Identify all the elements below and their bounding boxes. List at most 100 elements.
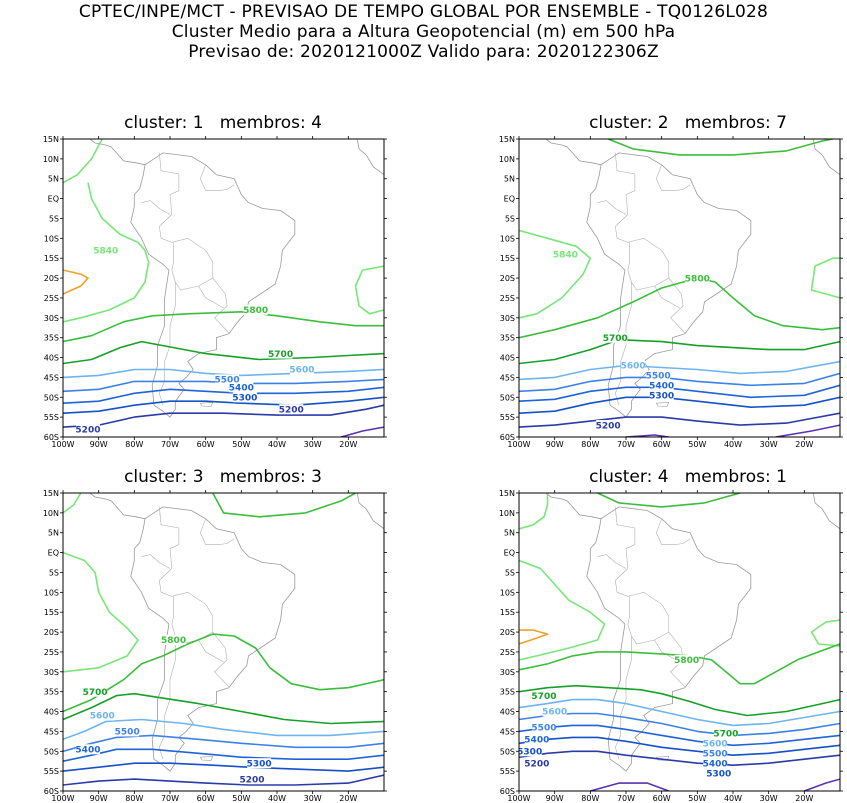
coastline [130, 506, 296, 772]
lat-label: 45S [44, 373, 59, 382]
lat-label: 30S [500, 668, 515, 677]
geopotential-contour [63, 493, 82, 514]
lon-label: 80W [581, 440, 599, 449]
contour-label: 5400 [524, 736, 549, 746]
lon-label: 40W [268, 794, 286, 803]
lon-label: 60W [197, 440, 215, 449]
contour-label: 5400 [649, 382, 674, 392]
lat-label: 10N [499, 509, 515, 518]
lat-label: 35S [500, 688, 515, 697]
geopotential-contour [63, 396, 384, 414]
lat-label: EQ [48, 195, 59, 204]
lat-label: 15S [44, 254, 59, 263]
lat-label: 15S [44, 608, 59, 617]
lat-label: 20S [44, 628, 59, 637]
lat-label: 60S [44, 433, 59, 442]
geopotential-contour [775, 424, 840, 437]
country-border [655, 518, 691, 545]
lat-label: 5N [48, 529, 59, 538]
lat-label: 5S [505, 214, 515, 223]
geopotential-contour [607, 139, 834, 156]
header-line-1: CPTEC/INPE/MCT - PREVISAO DE TEMPO GLOBA… [78, 2, 769, 22]
contour-label-bg [703, 738, 728, 749]
coastline-central-america [545, 493, 602, 520]
country-border [614, 568, 670, 633]
contour-label-bg [83, 686, 108, 697]
contour-label: 5300 [247, 759, 272, 769]
contour-label-bg [161, 635, 186, 646]
geopotential-contour [63, 718, 384, 741]
geopotential-contour [810, 619, 840, 647]
lon-label: 70W [617, 440, 635, 449]
lat-label: 30S [500, 314, 515, 323]
panel-2-title: cluster: 2 membros: 7 [589, 113, 787, 133]
country-border [614, 214, 670, 279]
lat-label: 35S [44, 334, 59, 343]
lon-label: 20W [795, 794, 813, 803]
contour-label: 5700 [531, 692, 556, 702]
geopotential-contour [63, 734, 384, 753]
contour-label: 5840 [93, 246, 118, 256]
lat-label: 15N [499, 489, 515, 498]
contour-label: 5840 [553, 250, 578, 260]
geopotential-contour [63, 762, 384, 772]
contour-label: 5200 [596, 421, 621, 431]
contour-label-bg [90, 710, 115, 721]
lat-label: 30S [44, 668, 59, 677]
country-border [212, 631, 230, 688]
contour-label: 5600 [289, 366, 314, 376]
geopotential-contour [810, 257, 840, 299]
lat-label: 45S [500, 727, 515, 736]
contour-label: 5800 [161, 636, 186, 646]
lat-label: 10S [500, 234, 515, 243]
contour-label-bg [75, 744, 100, 755]
geopotential-contour [63, 182, 150, 323]
contour-label-bg [703, 748, 728, 759]
contour-label-bg [524, 734, 549, 745]
geopotential-contour [519, 229, 592, 319]
lat-label: 5N [504, 529, 515, 538]
contour-label: 5600 [703, 740, 728, 750]
lat-label: 45S [500, 373, 515, 382]
country-border [597, 200, 627, 215]
lat-label: 55S [44, 767, 59, 776]
lat-label: EQ [504, 195, 515, 204]
lat-label: 25S [500, 648, 515, 657]
country-border [158, 282, 176, 406]
contour-label: 5700 [603, 334, 628, 344]
coastline-africa [356, 139, 384, 180]
contour-label-bg [553, 249, 578, 260]
contour-label-bg [232, 392, 257, 403]
geopotential-contour [519, 750, 840, 766]
lon-label: 100W [51, 440, 74, 449]
geopotential-contour [354, 265, 384, 315]
contour-label-bg [531, 722, 556, 733]
lon-label: 90W [546, 794, 564, 803]
contour-label: 5700 [268, 350, 293, 360]
contour-label: 5200 [524, 759, 549, 769]
lon-label: 100W [507, 440, 530, 449]
contour-label-bg [247, 758, 272, 769]
lat-label: 15N [43, 135, 59, 144]
contour-label-bg [706, 768, 731, 779]
lat-label: 10S [44, 234, 59, 243]
header-line-2: Cluster Medio para a Altura Geopotencial… [171, 22, 676, 42]
geopotential-contour [63, 311, 384, 343]
geopotential-contour [63, 692, 384, 725]
contour-label-bg [531, 690, 556, 701]
country-border [141, 554, 171, 569]
lon-label: 80W [581, 794, 599, 803]
country-border [655, 164, 691, 191]
lat-label: 50S [44, 747, 59, 756]
coastline [586, 152, 752, 418]
geopotential-contour [63, 551, 139, 673]
geopotential-contour [590, 782, 670, 791]
contour-label: 5300 [517, 747, 542, 757]
contour-label-bg [649, 390, 674, 401]
coastline-africa [812, 139, 840, 180]
coastline [130, 152, 296, 418]
contour-label: 5500 [531, 724, 556, 734]
country-border [158, 568, 214, 633]
lat-label: 10S [500, 588, 515, 597]
contour-label: 5700 [713, 730, 738, 740]
